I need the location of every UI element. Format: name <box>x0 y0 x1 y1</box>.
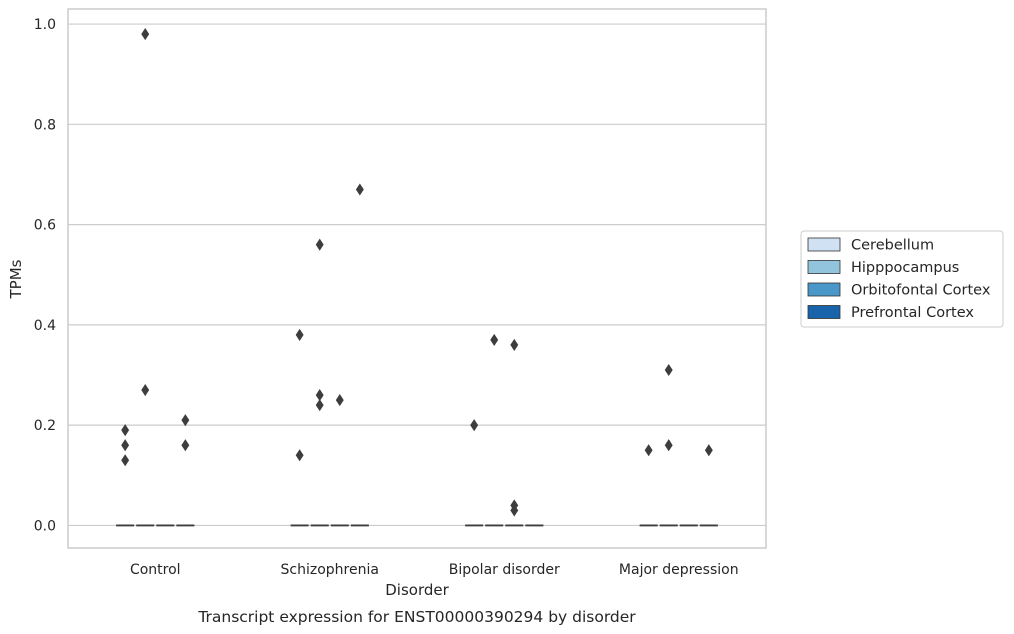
legend: Cerebellum Hipppocampus Orbitofontal Corte… <box>800 230 1004 328</box>
x-tick-label: Schizophrenia <box>281 562 379 578</box>
y-tick-label: 1.0 <box>34 17 56 33</box>
outlier-point <box>704 444 713 457</box>
outlier-point <box>141 28 150 41</box>
outlier-point <box>181 439 190 452</box>
outlier-point <box>315 389 324 402</box>
legend-label: Orbitofontal Cortex <box>851 283 991 299</box>
outlier-point <box>121 454 130 467</box>
x-tick-label: Bipolar disorder <box>449 562 560 578</box>
outlier-point <box>121 439 130 452</box>
x-tick-label: Control <box>130 562 181 578</box>
x-tick-labels: Control Schizophrenia Bipolar disorder Majo… <box>130 562 739 578</box>
legend-label: Hipppocampus <box>851 260 959 276</box>
outlier-point <box>315 399 324 412</box>
plot-frame <box>67 8 767 549</box>
legend-swatch <box>807 282 841 297</box>
outlier-point <box>121 424 130 437</box>
outlier-point <box>510 338 519 351</box>
x-tick-label: Major depression <box>619 562 739 578</box>
x-axis-label: Disorder <box>385 581 449 599</box>
outlier-point <box>664 439 673 452</box>
outlier-point <box>490 333 499 346</box>
y-tick-label: 0.2 <box>34 418 56 434</box>
y-tick-labels: 0.0 0.2 0.4 0.6 0.8 1.0 <box>34 17 56 534</box>
legend-label: Prefrontal Cortex <box>851 305 974 321</box>
legend-swatch <box>807 260 841 274</box>
outlier-point <box>335 394 344 407</box>
chart-caption: Transcript expression for ENST0000039029… <box>197 608 636 626</box>
y-tick-label: 0.6 <box>34 218 56 234</box>
legend-swatch <box>807 237 841 252</box>
legend-swatch <box>807 305 841 319</box>
outlier-point <box>295 328 304 341</box>
outlier-point <box>664 363 673 377</box>
y-tick-label: 0.0 <box>34 518 56 534</box>
y-tick-label: 0.4 <box>34 318 56 334</box>
outlier-point <box>355 183 364 196</box>
legend-frame <box>800 230 1004 328</box>
outlier-point <box>181 414 190 427</box>
outlier-point <box>141 384 150 397</box>
y-tick-label: 0.8 <box>34 117 56 133</box>
legend-label: Cerebellum <box>851 238 934 254</box>
outlier-points <box>121 28 713 517</box>
outlier-point <box>315 238 324 251</box>
outlier-point <box>644 444 653 457</box>
outlier-point <box>470 419 479 432</box>
outlier-point <box>295 449 304 462</box>
grid-lines <box>68 23 766 527</box>
y-axis-label: TPMs <box>7 259 25 299</box>
outlier-point <box>510 504 519 517</box>
